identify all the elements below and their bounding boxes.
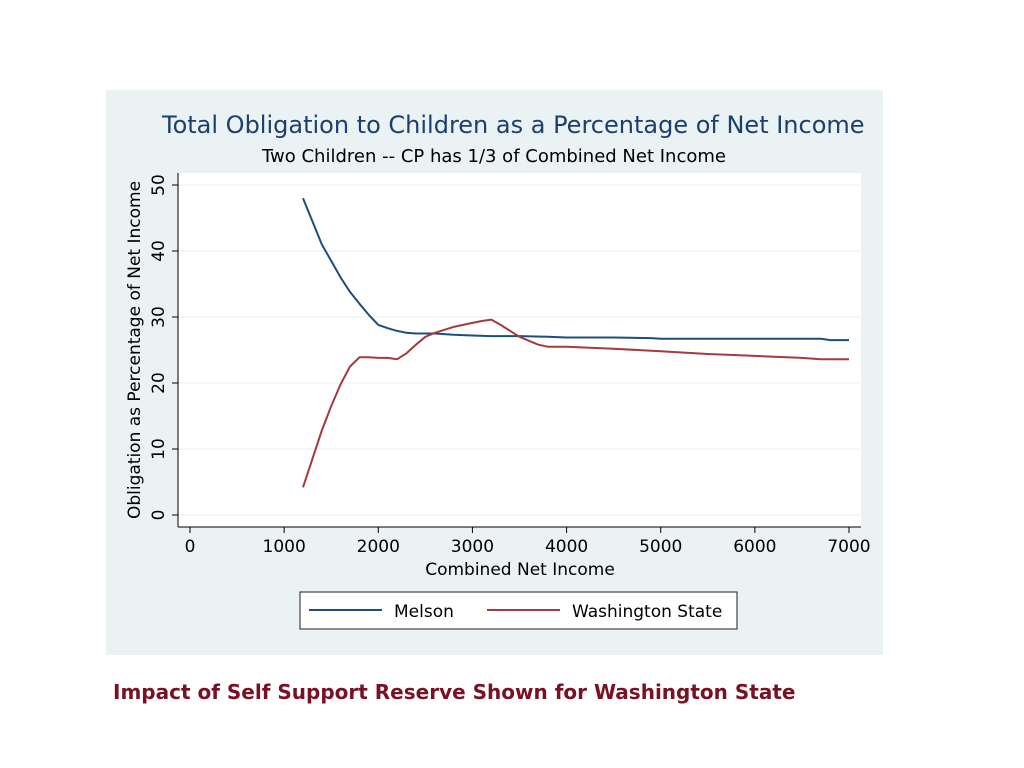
- y-tick-label-50: 50: [149, 174, 169, 196]
- series-line-melson: [302, 197, 849, 342]
- y-tick-label-40: 40: [149, 240, 169, 262]
- legend-label-washington-state: Washington State: [572, 602, 722, 622]
- tick-labels: 0 10 20 30 40 50 0 1000 2000 3000 4000 5000 6000 7000: [149, 174, 871, 557]
- y-tick-label-20: 20: [149, 372, 169, 394]
- x-tick-label-2000: 2000: [357, 537, 400, 557]
- x-tick-label-4000: 4000: [545, 537, 588, 557]
- y-tick-label-30: 30: [149, 306, 169, 328]
- line-chart: Total Obligation to Children as a Percen…: [106, 90, 883, 655]
- x-tick-label-0: 0: [185, 537, 196, 557]
- x-tick-label-7000: 7000: [827, 537, 870, 557]
- x-tick-label-6000: 6000: [733, 537, 776, 557]
- gridlines: [178, 184, 861, 516]
- y-tick-label-10: 10: [149, 438, 169, 460]
- legend-label-melson: Melson: [394, 602, 454, 622]
- legend: Melson Washington State: [299, 591, 738, 630]
- y-tick-label-0: 0: [149, 510, 169, 521]
- plot-area: [178, 173, 861, 527]
- series-lines: [302, 197, 849, 488]
- y-axis-label: Obligation as Percentage of Net Income: [125, 181, 145, 519]
- chart-title: Total Obligation to Children as a Percen…: [161, 111, 865, 139]
- axes: [172, 173, 861, 533]
- x-axis-label: Combined Net Income: [425, 560, 615, 580]
- series-line-washington-state: [302, 318, 849, 488]
- x-tick-label-1000: 1000: [263, 537, 306, 557]
- slide-caption: Impact of Self Support Reserve Shown for…: [113, 680, 796, 704]
- x-tick-label-5000: 5000: [639, 537, 682, 557]
- chart-subtitle: Two Children -- CP has 1/3 of Combined N…: [261, 146, 726, 167]
- chart-figure: Total Obligation to Children as a Percen…: [106, 90, 883, 655]
- x-tick-label-3000: 3000: [451, 537, 494, 557]
